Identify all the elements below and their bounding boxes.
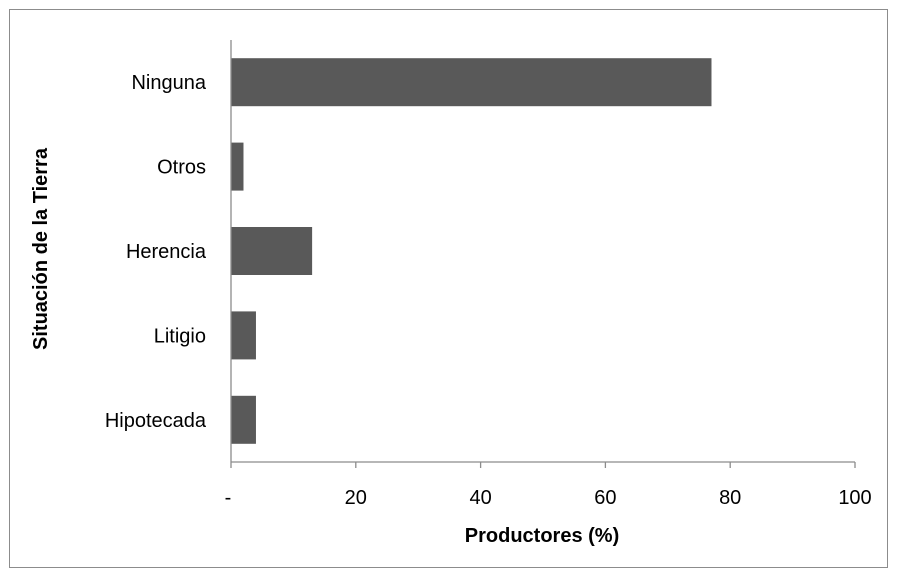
bars-group (231, 58, 712, 444)
x-tick-label: 20 (345, 487, 367, 509)
category-label-herencia: Herencia (126, 241, 207, 263)
category-label-hipotecada: Hipotecada (105, 410, 207, 432)
axes-group (230, 40, 855, 463)
category-label-otros: Otros (157, 157, 206, 179)
bar-herencia (231, 227, 313, 275)
x-tick-label: 80 (719, 487, 741, 509)
bar-otros (231, 142, 244, 191)
category-labels-group: Ninguna Otros Herencia Litigio Hipotecada (105, 72, 207, 432)
x-tick-label: 60 (594, 487, 616, 509)
category-label-litigio: Litigio (154, 325, 206, 347)
ticks-group: - 20 40 60 80 100 (225, 462, 872, 509)
x-tick-label: - (225, 487, 232, 509)
x-tick-label: 40 (469, 487, 491, 509)
x-axis-title: Productores (%) (465, 525, 619, 547)
bar-ninguna (231, 58, 712, 107)
bar-hipotecada (231, 395, 256, 444)
bar-litigio (231, 311, 256, 360)
y-axis-title: Situación de la Tierra (30, 147, 52, 350)
category-label-ninguna: Ninguna (131, 72, 206, 94)
x-tick-label: 100 (838, 487, 871, 509)
